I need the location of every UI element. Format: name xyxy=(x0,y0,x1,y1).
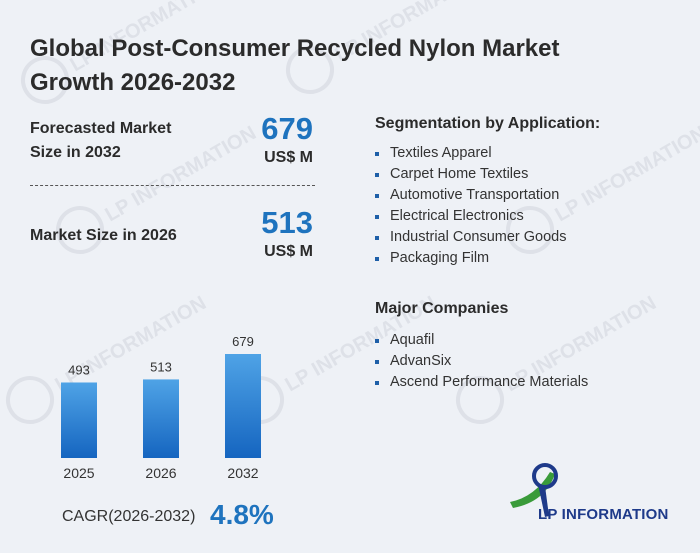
logo-swoosh-icon xyxy=(510,472,555,508)
bullet-icon xyxy=(375,257,379,261)
list-item: Industrial Consumer Goods xyxy=(375,227,567,248)
current-value: 513 xyxy=(261,205,313,240)
bullet-icon xyxy=(375,339,379,343)
forecast-unit: US$ M xyxy=(264,149,313,166)
page-title: Global Post-Consumer Recycled Nylon Mark… xyxy=(30,35,560,96)
bullet-icon xyxy=(375,152,379,156)
lp-information-logo xyxy=(510,463,558,517)
bullet-icon xyxy=(375,194,379,198)
segment-label: Electrical Electronics xyxy=(390,208,524,224)
bar-2025 xyxy=(61,382,97,458)
current-label: Market Size in 2026 xyxy=(30,227,177,244)
forecast-label-line2: Size in 2032 xyxy=(30,144,121,161)
bullet-icon xyxy=(375,173,379,177)
segmentation-title: Segmentation by Application: xyxy=(375,115,601,132)
bullet-icon xyxy=(375,381,379,385)
company-label: Ascend Performance Materials xyxy=(390,374,589,390)
x-tick-2032: 2032 xyxy=(227,465,258,481)
cagr-label: CAGR(2026-2032) xyxy=(62,508,196,525)
bullet-icon xyxy=(375,236,379,240)
data-label-2025: 493 xyxy=(68,362,90,377)
segment-label: Textiles Apparel xyxy=(390,145,492,161)
segment-label: Carpet Home Textiles xyxy=(390,166,529,182)
list-item: Aquafil xyxy=(375,330,588,351)
forecast-label: Forecasted Market Size in 2032 xyxy=(30,117,171,165)
list-item: Textiles Apparel xyxy=(375,143,567,164)
data-label-2032: 679 xyxy=(232,334,254,349)
list-item: Ascend Performance Materials xyxy=(375,372,588,393)
segment-label: Automotive Transportation xyxy=(390,187,560,203)
bar-chart: 493 2025 513 2026 679 2032 xyxy=(61,334,261,481)
list-item: Carpet Home Textiles xyxy=(375,164,567,185)
companies-list: Aquafil AdvanSix Ascend Performance Mate… xyxy=(375,330,588,393)
x-tick-2025: 2025 xyxy=(63,465,94,481)
company-label: Aquafil xyxy=(390,332,435,348)
divider xyxy=(30,185,315,186)
x-tick-2026: 2026 xyxy=(145,465,176,481)
companies-title: Major Companies xyxy=(375,300,509,317)
logo-text: LP INFORMATION xyxy=(538,506,669,523)
cagr-value: 4.8% xyxy=(210,499,274,530)
segmentation-list: Textiles Apparel Carpet Home Textiles Au… xyxy=(375,143,567,269)
data-label-2026: 513 xyxy=(150,359,172,374)
list-item: Packaging Film xyxy=(375,248,567,269)
current-unit: US$ M xyxy=(264,243,313,260)
company-label: AdvanSix xyxy=(390,353,452,369)
bullet-icon xyxy=(375,215,379,219)
list-item: Automotive Transportation xyxy=(375,185,567,206)
bullet-icon xyxy=(375,360,379,364)
list-item: AdvanSix xyxy=(375,351,588,372)
segment-label: Industrial Consumer Goods xyxy=(390,229,567,245)
list-item: Electrical Electronics xyxy=(375,206,567,227)
bar-2026 xyxy=(143,379,179,458)
logo-figure-icon xyxy=(538,484,549,517)
forecast-value: 679 xyxy=(261,111,313,146)
forecast-label-line1: Forecasted Market xyxy=(30,120,172,137)
segment-label: Packaging Film xyxy=(390,250,490,266)
bar-2032 xyxy=(225,354,261,458)
svg-text:LP INFORMATION: LP INFORMATION xyxy=(551,122,700,226)
